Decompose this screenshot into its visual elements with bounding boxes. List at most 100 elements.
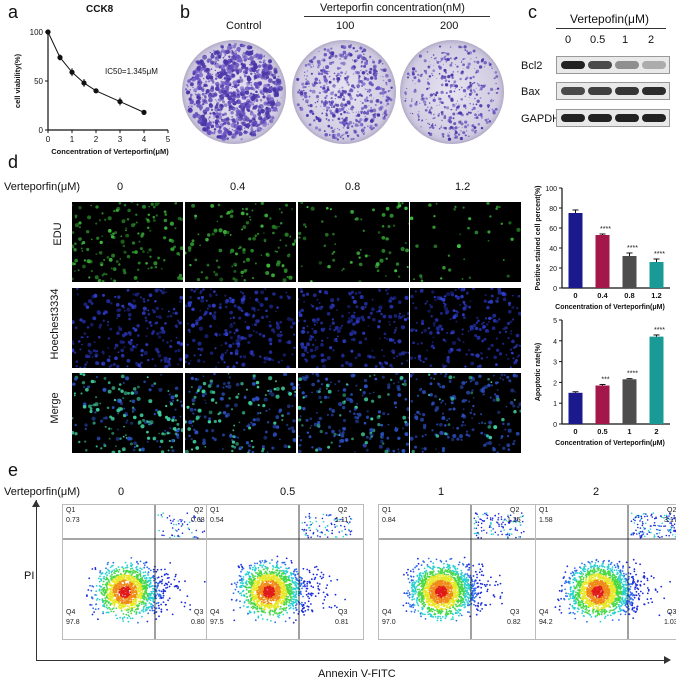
cell-dot xyxy=(464,424,466,427)
colony-dot xyxy=(203,77,205,80)
cell-dot xyxy=(138,240,141,243)
cell-dot xyxy=(189,407,194,412)
cell-dot xyxy=(249,297,252,299)
cell-dot xyxy=(218,419,222,423)
bar-significance: **** xyxy=(654,327,665,334)
cell-dot xyxy=(289,318,294,322)
cell-dot xyxy=(489,215,492,218)
cell-dot xyxy=(140,353,144,357)
cell-dot xyxy=(401,383,404,386)
cell-dot xyxy=(302,236,307,241)
colony-dot xyxy=(323,70,328,75)
colony-dot xyxy=(325,114,328,117)
d-row-label-edu: EDU xyxy=(52,222,64,246)
cell-dot xyxy=(353,407,357,411)
colony-dot xyxy=(216,135,220,139)
cell-dot xyxy=(165,291,168,294)
cell-dot xyxy=(266,420,270,424)
colony-dot xyxy=(255,94,258,97)
colony-dot xyxy=(198,74,200,76)
colony-dot xyxy=(451,76,454,80)
cell-dot xyxy=(122,397,125,400)
cell-dot xyxy=(124,227,128,230)
colony-dot xyxy=(487,92,490,95)
colony-dot xyxy=(244,127,246,129)
cell-dot xyxy=(197,233,200,236)
cell-dot xyxy=(248,444,251,448)
cell-dot xyxy=(508,379,512,383)
cell-dot xyxy=(419,274,423,278)
cell-dot xyxy=(75,360,79,364)
colony-dot xyxy=(381,91,385,95)
cell-dot xyxy=(341,354,345,358)
colony-dot xyxy=(466,93,467,95)
cell-dot xyxy=(350,290,354,294)
cell-dot xyxy=(394,329,397,332)
cell-dot xyxy=(378,361,382,365)
colony-dot xyxy=(359,75,361,78)
colony-dot xyxy=(343,95,345,98)
cell-dot xyxy=(73,394,76,397)
cell-dot xyxy=(169,221,174,226)
colony-dot xyxy=(364,117,369,121)
cell-dot xyxy=(301,391,305,395)
cell-dot xyxy=(171,439,175,443)
cell-dot xyxy=(89,409,93,414)
cell-dot xyxy=(287,296,291,300)
cell-dot xyxy=(115,445,117,448)
colony-dot xyxy=(382,68,387,73)
cell-dot xyxy=(254,203,257,205)
colony-dot xyxy=(374,76,378,80)
cell-dot xyxy=(88,276,91,279)
flow-event xyxy=(123,616,126,619)
cell-dot xyxy=(512,442,515,446)
cell-dot xyxy=(432,225,436,229)
cell-dot xyxy=(461,333,464,336)
cell-dot xyxy=(228,343,233,348)
colony-dot xyxy=(387,96,391,101)
cell-dot xyxy=(241,411,246,415)
cell-dot xyxy=(120,374,125,379)
cell-dot xyxy=(251,353,256,357)
cell-dot xyxy=(191,424,194,427)
colony-dot xyxy=(195,73,200,79)
cell-dot xyxy=(490,317,493,320)
cell-dot xyxy=(168,393,171,396)
cell-dot xyxy=(204,334,209,339)
colony-dot xyxy=(428,102,431,104)
cell-dot xyxy=(397,451,401,453)
cell-dot xyxy=(388,251,392,255)
cell-dot xyxy=(240,336,245,340)
cell-dot xyxy=(139,247,143,251)
cck8-xtick-label: 1 xyxy=(70,135,75,144)
cell-dot xyxy=(326,336,329,340)
blot-row-bax xyxy=(556,82,670,100)
colony-dot xyxy=(326,83,328,85)
colony-dot xyxy=(341,89,345,93)
colony-dot xyxy=(465,107,467,110)
cell-dot xyxy=(136,268,140,272)
colony-dot xyxy=(270,102,275,107)
cell-dot xyxy=(83,332,87,335)
cell-dot xyxy=(186,343,189,346)
cell-dot xyxy=(475,316,479,320)
cell-dot xyxy=(387,288,390,290)
cell-dot xyxy=(265,252,270,257)
colony-dot xyxy=(340,103,344,108)
cell-dot xyxy=(106,256,110,259)
cell-dot xyxy=(291,208,294,210)
cell-dot xyxy=(202,360,206,363)
cell-dot xyxy=(154,202,159,207)
cell-dot xyxy=(83,259,87,262)
colony-dot xyxy=(212,95,214,98)
cell-dot xyxy=(462,341,465,344)
colony-dot xyxy=(363,64,367,68)
cell-dot xyxy=(229,351,233,355)
cell-dot xyxy=(318,416,323,421)
cell-dot xyxy=(502,297,507,302)
colony-dot xyxy=(264,115,270,121)
cell-dot xyxy=(276,250,278,253)
cell-dot xyxy=(510,366,512,368)
colony-dot xyxy=(331,61,335,64)
colony-dot xyxy=(307,103,309,105)
